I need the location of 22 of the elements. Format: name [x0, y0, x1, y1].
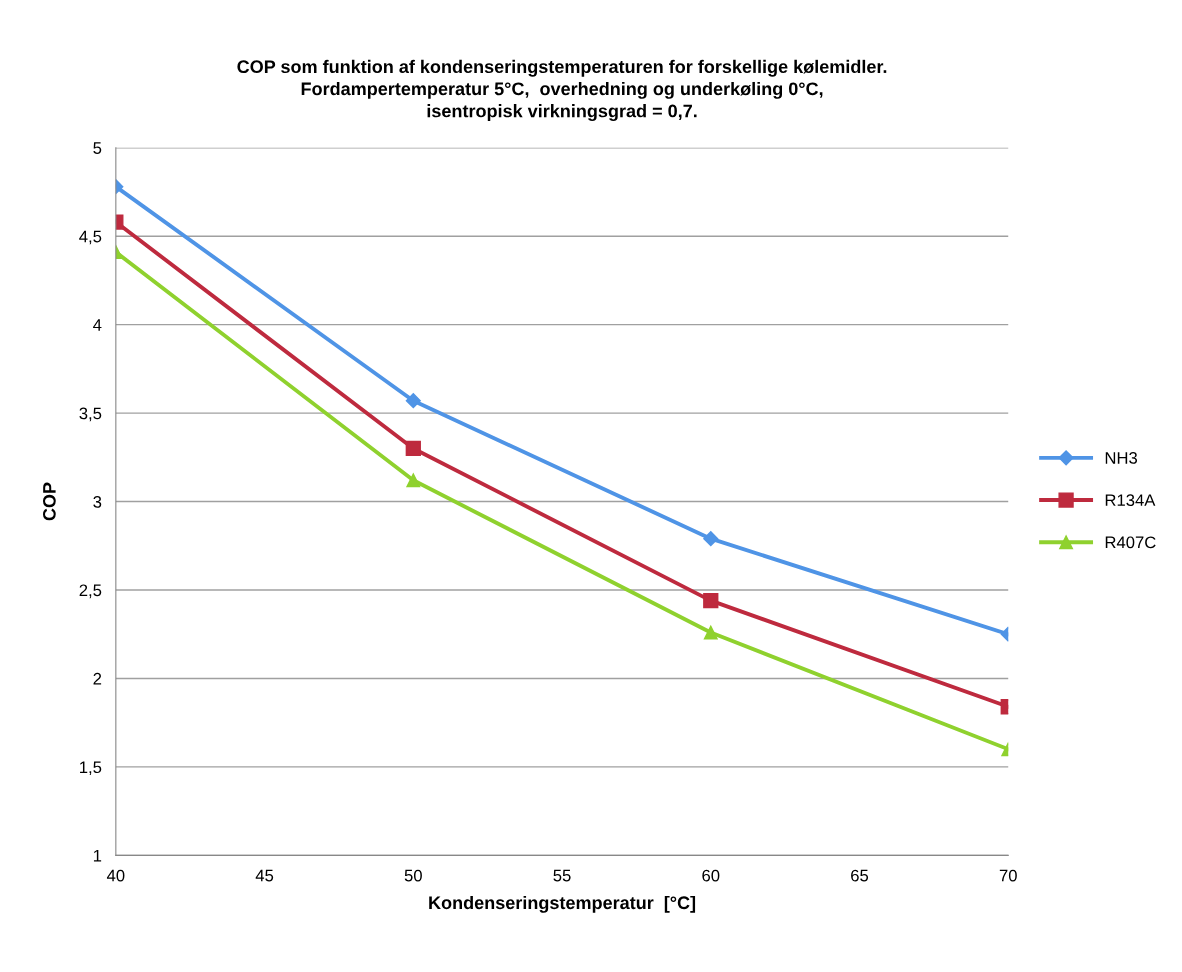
y-tick-label: 1,5 [80, 761, 102, 776]
x-tick-label: 65 [851, 869, 869, 882]
y-tick-label: 4 [93, 319, 102, 331]
legend-label: R134A [1105, 494, 1156, 507]
y-tick-label: 4,5 [79, 230, 102, 245]
x-tick-label: 50 [404, 869, 422, 882]
x-tick-label: 45 [255, 869, 274, 882]
y-tick-label: 5 [93, 142, 102, 154]
legend-label: R407C [1105, 536, 1156, 549]
x-tick-label: 40 [106, 869, 125, 882]
y-axis-title: COP [42, 482, 56, 521]
y-tick-label: 1 [93, 849, 102, 862]
legend-label: NH3 [1105, 452, 1138, 464]
x-tick-label: 60 [702, 869, 720, 882]
y-tick-label: 2 [93, 672, 102, 685]
x-axis-title: Kondenseringstemperatur [°C] [429, 895, 696, 913]
y-tick-label: 2,5 [79, 584, 102, 599]
y-tick-label: 3,5 [79, 407, 102, 422]
chart-title: COP som funktion af kondenseringstemperaturen for forskellige kølemidler. Fordampertemperatur 5°C, overhedning og underkøling 0°C, isentropisk virkningsgrad = 0,7. [237, 59, 887, 122]
x-tick-label: 70 [999, 869, 1017, 882]
x-tick-label: 55 [553, 869, 571, 882]
y-tick-label: 3 [93, 495, 102, 508]
